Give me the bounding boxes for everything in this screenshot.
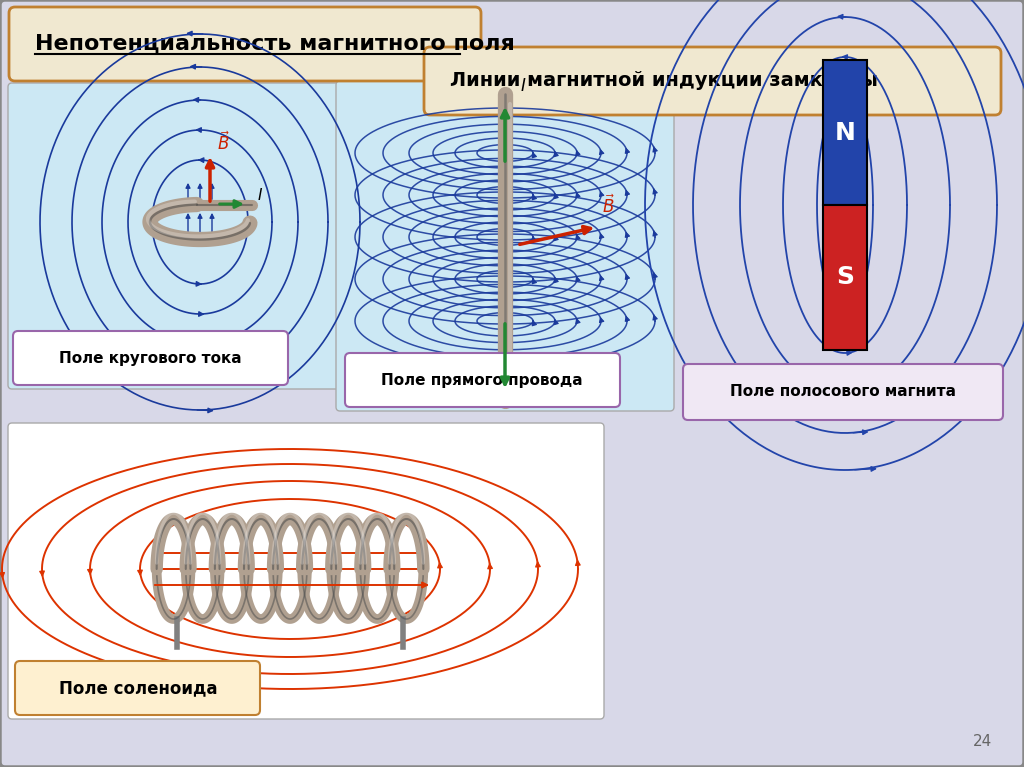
FancyBboxPatch shape (8, 83, 401, 389)
FancyBboxPatch shape (683, 364, 1002, 420)
Bar (823, 60, 867, 205)
Text: $\vec{B}$: $\vec{B}$ (602, 195, 615, 217)
FancyBboxPatch shape (13, 331, 288, 385)
Text: Поле прямого провода: Поле прямого провода (381, 373, 583, 387)
Text: I: I (521, 77, 526, 95)
Bar (823, 205, 867, 350)
FancyBboxPatch shape (15, 661, 260, 715)
Text: 24: 24 (973, 734, 992, 749)
FancyBboxPatch shape (9, 7, 481, 81)
Text: $\vec{B}$: $\vec{B}$ (217, 131, 230, 154)
Text: Линии магнитной индукции замкнуты: Линии магнитной индукции замкнуты (450, 71, 878, 91)
FancyBboxPatch shape (336, 81, 674, 411)
Text: S: S (836, 265, 854, 289)
Text: Непотенциальность магнитного поля: Непотенциальность магнитного поля (35, 34, 515, 54)
Text: N: N (835, 120, 855, 144)
FancyBboxPatch shape (345, 353, 620, 407)
FancyBboxPatch shape (424, 47, 1001, 115)
Text: Поле соленоида: Поле соленоида (58, 679, 217, 697)
Text: Поле кругового тока: Поле кругового тока (58, 351, 242, 366)
Text: Поле полосового магнита: Поле полосового магнита (730, 384, 956, 400)
FancyBboxPatch shape (8, 423, 604, 719)
Text: I: I (258, 188, 262, 202)
